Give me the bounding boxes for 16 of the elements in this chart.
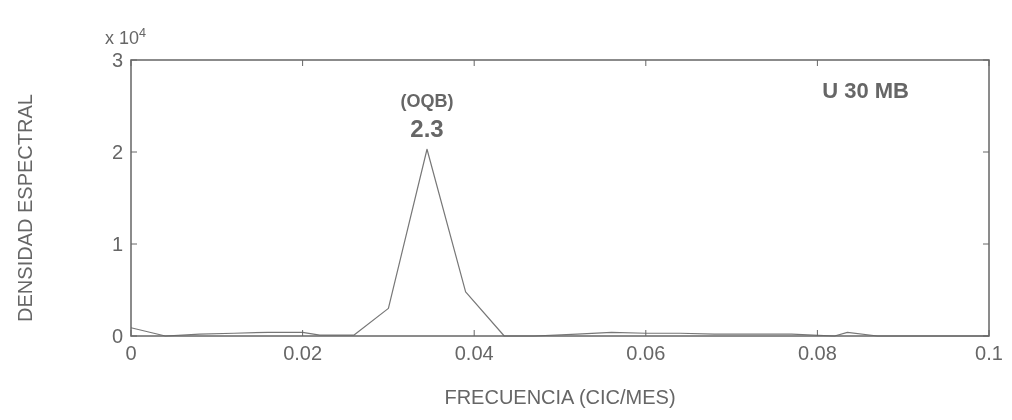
x-tick-label: 0.02	[283, 342, 323, 364]
y-tick-label: 1	[111, 233, 123, 255]
text: x 10$^{4}$	[105, 26, 147, 48]
y-tick-label: 2	[111, 141, 123, 163]
x-tick-label: 0.04	[454, 342, 494, 364]
annotation: (OQB)	[400, 91, 454, 112]
x-axis-title: FRECUENCIA (CIC/MES)	[444, 386, 676, 408]
y-axis-title: DENSIDAD ESPECTRAL	[14, 94, 36, 322]
x-tick-label: 0.08	[797, 342, 837, 364]
x-tick-label: 0.1	[975, 342, 1003, 364]
y-tick-label: 3	[111, 49, 123, 71]
annotation: 2.3	[410, 115, 444, 143]
annotation: U 30 MB	[822, 78, 909, 103]
y-tick-label: 0	[111, 325, 123, 347]
x-tick-label: 0.06	[626, 342, 666, 364]
x-tick-label: 0	[125, 342, 137, 364]
